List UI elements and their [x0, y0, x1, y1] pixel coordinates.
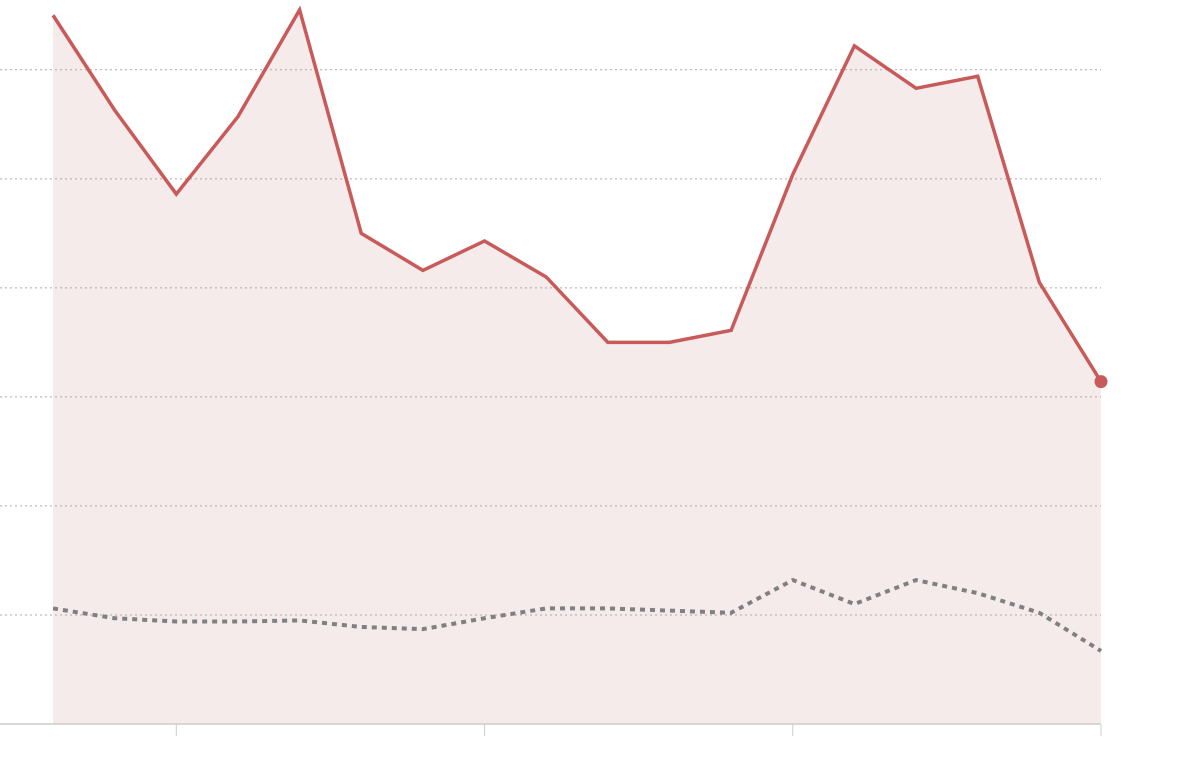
area [53, 9, 1102, 725]
line [51, 5, 1103, 383]
line [52, 577, 1103, 653]
end-marker [1094, 375, 1108, 389]
